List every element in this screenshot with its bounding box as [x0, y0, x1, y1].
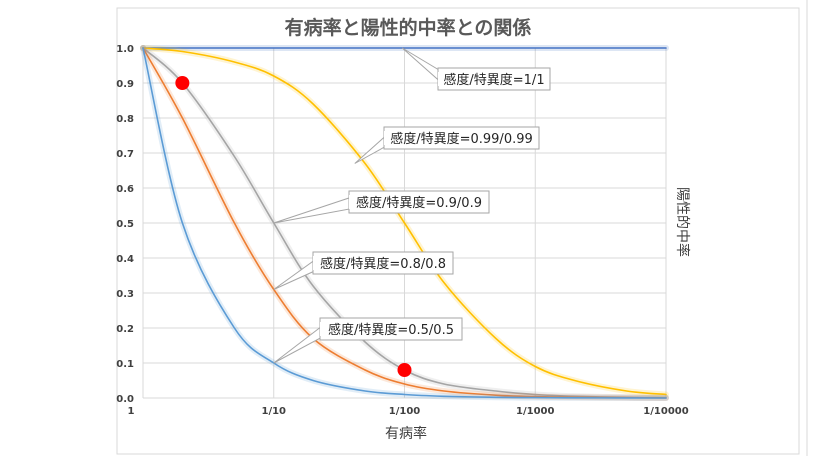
- callout-label: 感度/特異度=0.9/0.9: [356, 195, 482, 211]
- y-tick-label: 0.3: [116, 289, 134, 300]
- y-tick-label: 1.0: [116, 44, 134, 55]
- y-tick-label: 0.1: [116, 359, 134, 370]
- series-line-2: [142, 47, 667, 399]
- highlight-points: [175, 76, 412, 377]
- x-tick-label: 1/10000: [643, 406, 688, 417]
- y-tick-label: 0.2: [116, 324, 134, 335]
- y-tick-label: 0.0: [116, 394, 134, 405]
- y-tick-label: 0.9: [116, 79, 134, 90]
- callout-2: 感度/特異度=0.9/0.9: [273, 190, 490, 224]
- y-tick-label: 0.6: [116, 184, 134, 195]
- y-tick-label: 0.4: [116, 254, 134, 265]
- y-tick-label: 0.7: [116, 149, 134, 160]
- y-tick-label: 0.5: [116, 219, 134, 230]
- x-tick-label: 1/100: [389, 406, 421, 417]
- callout-label: 感度/特異度=0.99/0.99: [390, 131, 533, 147]
- callout-label: 感度/特異度=1/1: [443, 72, 544, 88]
- x-tick-label: 1: [128, 406, 135, 417]
- highlight-point-1: [397, 363, 412, 377]
- callout-1: 感度/特異度=0.99/0.99: [354, 126, 540, 164]
- callout-0: 感度/特異度=1/1: [401, 47, 551, 91]
- series-line-4: [142, 47, 667, 399]
- series-line-1: [142, 47, 667, 396]
- y-axis-title: 陽性的中率: [674, 187, 691, 257]
- highlight-point-0: [175, 76, 190, 90]
- callouts: 感度/特異度=1/1 感度/特異度=0.99/0.99 感度/特異度=0.9/0.9…: [273, 47, 551, 364]
- gridlines: [142, 47, 667, 399]
- series-lines: [140, 44, 669, 401]
- x-tick-label: 1/10: [261, 406, 286, 417]
- callout-label: 感度/特異度=0.5/0.5: [328, 322, 454, 338]
- x-axis-title: 有病率: [385, 425, 427, 442]
- y-tick-label: 0.8: [116, 114, 134, 125]
- callout-4: 感度/特異度=0.5/0.5: [273, 317, 463, 364]
- callout-label: 感度/特異度=0.8/0.8: [320, 256, 446, 272]
- tick-labels: 0.0 0.1 0.2 0.3 0.4 0.5 0.6 0.7 0.8 0.9 1.0 1 1/10 1/…: [116, 44, 688, 417]
- x-tick-label: 1/1000: [516, 406, 554, 417]
- callout-3: 感度/特異度=0.8/0.8: [273, 251, 454, 290]
- chart-title: 有病率と陽性的中率との関係: [285, 16, 532, 39]
